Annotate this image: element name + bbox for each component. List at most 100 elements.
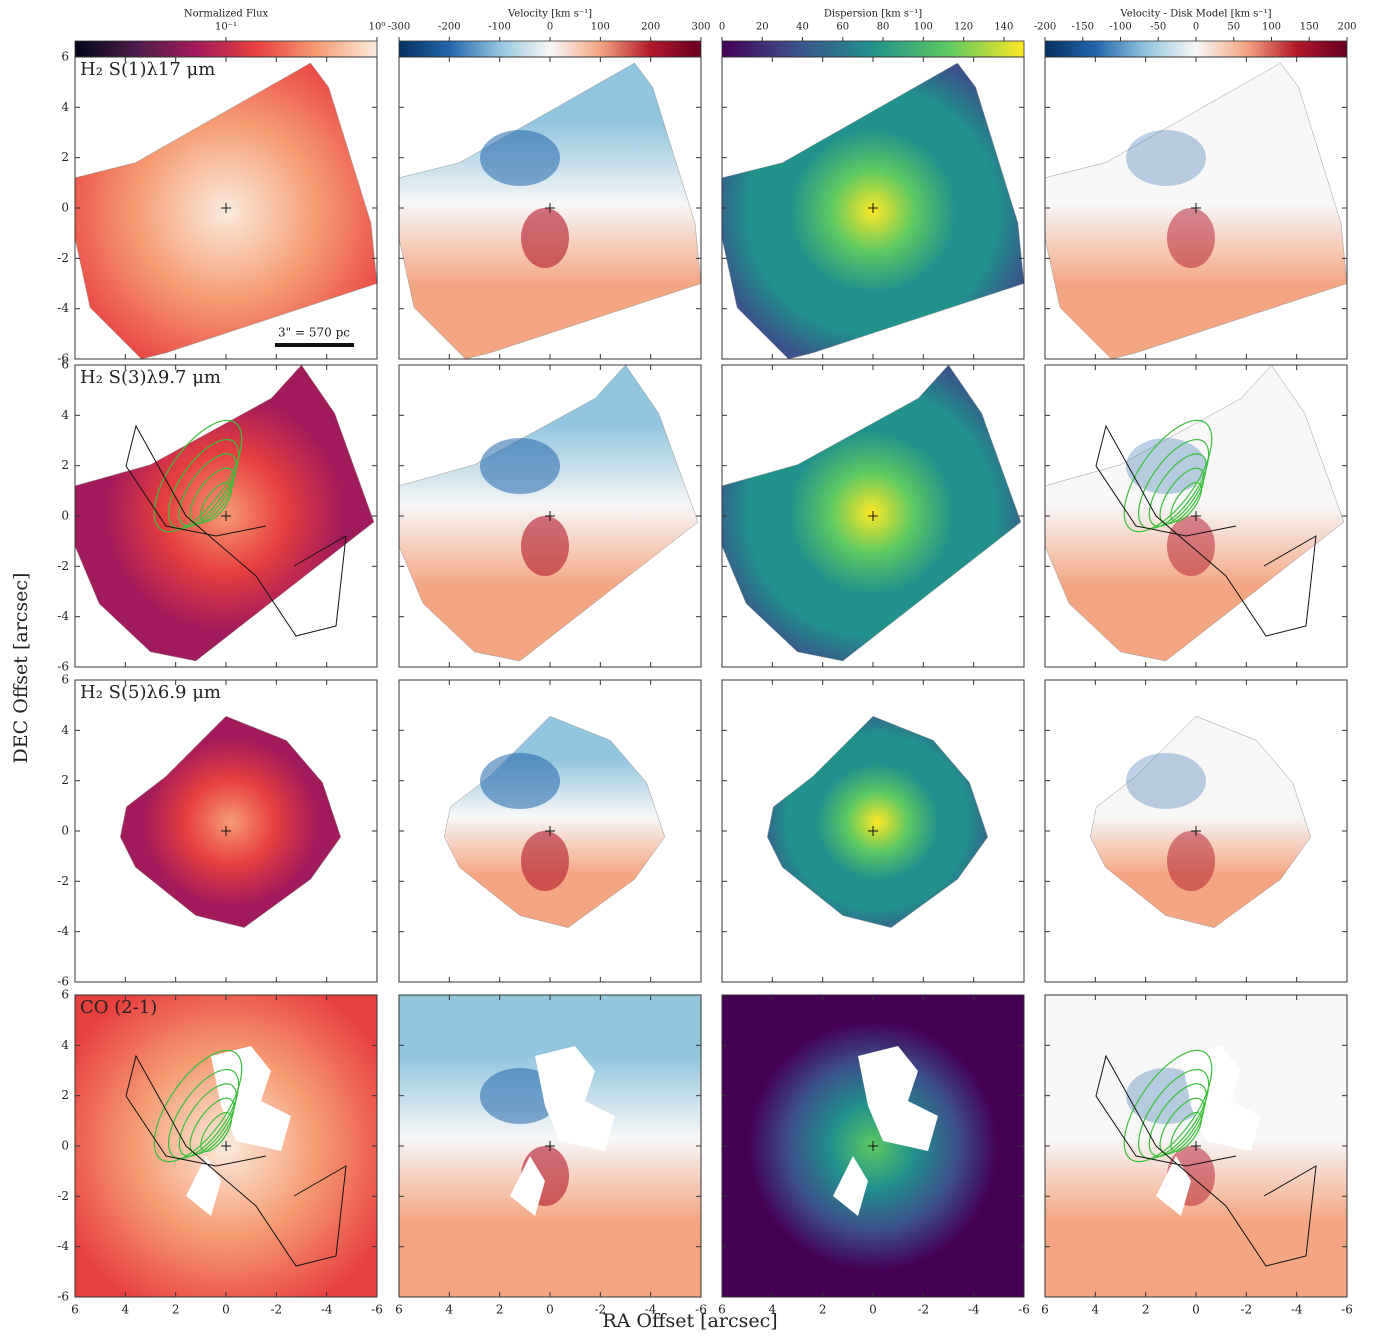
colorbar-tick-label: 100 [1262, 22, 1281, 33]
blue-lobe [1126, 130, 1206, 186]
colorbar [75, 41, 377, 57]
y-tick-label: 4 [61, 723, 69, 737]
map-panel [1045, 365, 1344, 661]
y-tick-label: 2 [61, 1088, 69, 1102]
colorbar-label: Normalized Flux [184, 9, 269, 20]
colorbar-tick-label: 10⁻¹ [215, 22, 237, 33]
colorbar-tick-label: -50 [1150, 22, 1166, 33]
y-axis-label: DEC Offset [arcsec] [10, 573, 32, 764]
colorbar [1045, 41, 1347, 57]
colorbar-tick-label: 60 [836, 22, 849, 33]
y-tick-label: 6 [61, 673, 69, 687]
x-tick-label: 6 [395, 1303, 403, 1317]
map-panel [1045, 995, 1347, 1297]
x-tick-label: 2 [496, 1303, 504, 1317]
x-tick-label: -4 [321, 1303, 333, 1317]
colorbar-tick-label: 150 [1300, 22, 1319, 33]
red-lobe [521, 516, 569, 576]
x-axis-label: RA Offset [arcsec] [602, 1310, 777, 1332]
x-tick-label: 6 [1041, 1303, 1049, 1317]
x-tick-label: 4 [122, 1303, 130, 1317]
x-tick-label: -6 [1018, 1303, 1030, 1317]
colorbar-tick-label: 0 [719, 22, 725, 33]
colorbar-tick-label: -150 [1072, 22, 1094, 33]
colorbar-label: Velocity - Disk Model [km s⁻¹] [1119, 9, 1271, 20]
map-footprint [75, 365, 374, 661]
red-lobe [1167, 208, 1215, 268]
map-footprint [399, 365, 698, 661]
x-tick-label: 4 [769, 1303, 777, 1317]
y-tick-label: 4 [61, 408, 69, 422]
x-tick-label: 2 [1142, 1303, 1150, 1317]
x-tick-label: 0 [1192, 1303, 1200, 1317]
x-tick-label: -2 [1240, 1303, 1252, 1317]
x-tick-label: -2 [917, 1303, 929, 1317]
map-panel [120, 716, 340, 927]
colorbar-tick-label: 200 [641, 22, 660, 33]
x-tick-label: -6 [371, 1303, 383, 1317]
map-panel [722, 995, 1024, 1297]
colorbar [722, 41, 1024, 57]
x-tick-label: 6 [718, 1303, 726, 1317]
colorbar-tick-label: 50 [1227, 22, 1240, 33]
x-tick-label: 4 [446, 1303, 454, 1317]
y-tick-label: -6 [57, 1290, 69, 1304]
y-tick-label: -4 [57, 609, 69, 623]
figure: DEC Offset [arcsec] RA Offset [arcsec] N… [0, 0, 1376, 1337]
colorbar-tick-label: 10⁰ [369, 22, 386, 33]
colorbar-tick-label: 20 [756, 22, 769, 33]
colorbar-tick-label: 0 [1193, 22, 1199, 33]
y-tick-label: 6 [61, 988, 69, 1002]
y-tick-label: 0 [61, 201, 69, 215]
colorbar-tick-label: -300 [388, 22, 410, 33]
row-label: H₂ S(1)λ17 μm [80, 59, 215, 80]
map-footprint [1090, 716, 1310, 927]
x-tick-label: 2 [819, 1303, 827, 1317]
y-tick-label: 0 [61, 1139, 69, 1153]
map-footprint [120, 716, 340, 927]
map-panel [75, 365, 374, 661]
y-tick-label: 6 [61, 358, 69, 372]
x-tick-label: 0 [222, 1303, 230, 1317]
row-label: H₂ S(3)λ9.7 μm [80, 367, 221, 388]
colorbar-label: Dispersion [km s⁻¹] [824, 9, 922, 20]
y-tick-label: 2 [61, 458, 69, 472]
x-tick-label: -4 [645, 1303, 657, 1317]
colorbar-tick-label: 100 [914, 22, 933, 33]
map-panel [75, 995, 377, 1297]
x-tick-label: -2 [270, 1303, 282, 1317]
map-panel [399, 365, 698, 661]
blue-lobe [480, 130, 560, 186]
map-panel [444, 716, 664, 927]
blue-lobe [480, 438, 560, 494]
colorbar-tick-label: 140 [994, 22, 1013, 33]
y-tick-label: -2 [57, 874, 69, 888]
y-tick-label: 6 [61, 50, 69, 64]
map-panel [1045, 63, 1347, 359]
y-tick-label: -2 [57, 251, 69, 265]
map-footprint [722, 365, 1021, 661]
map-panel [399, 63, 701, 359]
map-footprint [767, 716, 987, 927]
colorbar-tick-label: 200 [1337, 22, 1356, 33]
x-tick-label: -6 [695, 1303, 707, 1317]
y-tick-label: -6 [57, 660, 69, 674]
row-label: CO (2-1) [80, 997, 157, 1018]
map-panel [1090, 716, 1310, 927]
x-tick-label: 0 [869, 1303, 877, 1317]
red-lobe [521, 208, 569, 268]
colorbar-tick-label: 80 [877, 22, 890, 33]
colorbar-label: Velocity [km s⁻¹] [507, 9, 592, 20]
blue-lobe [1126, 438, 1206, 494]
colorbar-tick-label: 0 [547, 22, 553, 33]
y-tick-label: -6 [57, 975, 69, 989]
y-tick-label: 4 [61, 100, 69, 114]
colorbar-tick-label: 300 [691, 22, 710, 33]
x-tick-label: 2 [172, 1303, 180, 1317]
blue-lobe [1126, 753, 1206, 809]
map-panel [399, 995, 701, 1297]
colorbar-tick-label: -200 [1034, 22, 1056, 33]
row-label: H₂ S(5)λ6.9 μm [80, 682, 221, 703]
map-panel [722, 365, 1021, 661]
map-footprint [1045, 365, 1344, 661]
